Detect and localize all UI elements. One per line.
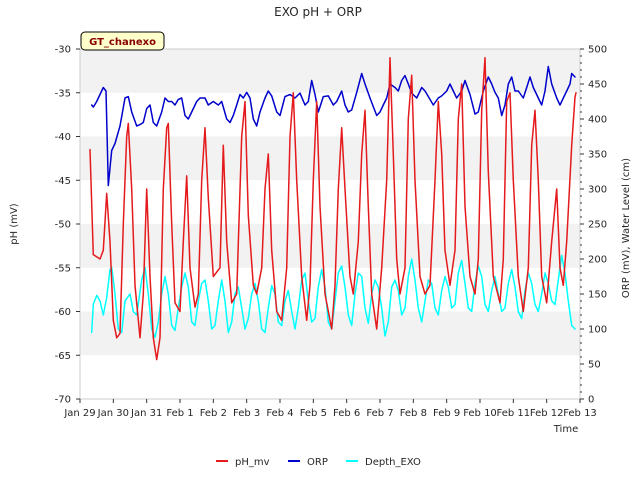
grid-band xyxy=(80,49,580,93)
series-line-orp xyxy=(90,65,576,187)
y-right-tick-label: 200 xyxy=(588,255,607,266)
chart-title: EXO pH + ORP xyxy=(274,5,362,19)
y-left-tick-label: -60 xyxy=(55,307,71,318)
station-badge-label: GT_chanexo xyxy=(89,37,156,48)
x-axis-label: Time xyxy=(553,424,578,435)
y-left-tick-label: -35 xyxy=(55,88,71,99)
y-right-tick-label: 500 xyxy=(588,45,607,56)
y-left-tick-label: -55 xyxy=(55,263,71,274)
y-right-tick-label: 0 xyxy=(588,395,594,406)
x-tick-label: Feb 8 xyxy=(400,408,427,419)
legend: pH_mv ORP Depth_EXO xyxy=(216,457,421,468)
x-tick-label: Jan 30 xyxy=(97,408,129,419)
x-tick-label: Feb 12 xyxy=(530,408,564,419)
y-right-tick-label: 300 xyxy=(588,185,607,196)
y-right-tick-label: 100 xyxy=(588,325,607,336)
y-right-tick-label: 450 xyxy=(588,80,607,91)
grid-band xyxy=(80,136,580,181)
y-left-tick-label: -70 xyxy=(55,395,71,406)
x-tick-label: Jan 29 xyxy=(63,408,95,419)
y-left-tick-label: -45 xyxy=(55,176,71,187)
y-axis-right: 0 50 100 150 200 250 300 350 400 450 500 xyxy=(580,45,607,406)
grid-band xyxy=(80,224,580,268)
y-right-tick-label: 50 xyxy=(588,360,601,371)
x-tick-label: Feb 9 xyxy=(433,408,460,419)
x-tick-label: Feb 13 xyxy=(563,408,597,419)
y-right-tick-label: 250 xyxy=(588,220,607,231)
y-left-tick-label: -30 xyxy=(55,45,71,56)
legend-label: pH_mv xyxy=(235,457,270,468)
y-right-tick-label: 350 xyxy=(588,150,607,161)
y-axis-left-label: pH (mV) xyxy=(9,203,20,245)
x-tick-label: Feb 10 xyxy=(463,408,497,419)
y-left-tick-label: -40 xyxy=(55,132,71,143)
x-tick-label: Feb 6 xyxy=(333,408,360,419)
x-tick-label: Feb 2 xyxy=(200,408,227,419)
series-lines xyxy=(89,57,577,361)
x-tick-label: Feb 7 xyxy=(366,408,393,419)
y-right-tick-label: 400 xyxy=(588,115,607,126)
x-axis: Jan 29 Jan 30 Jan 31 Feb 1 Feb 2 Feb 3 Feb 4 Fe… xyxy=(63,399,597,419)
y-axis-right-label: ORP (mV), Water Level (cm) xyxy=(621,158,632,298)
x-tick-label: Feb 5 xyxy=(300,408,327,419)
y-axis-left: -70 -65 -60 -55 -50 -45 -40 -35 -30 xyxy=(55,45,80,406)
y-left-tick-label: -65 xyxy=(55,351,71,362)
legend-label: ORP xyxy=(307,457,328,468)
y-left-tick-label: -50 xyxy=(55,220,71,231)
station-badge: GT_chanexo xyxy=(80,31,165,51)
series-line-ph-mv xyxy=(89,57,577,361)
x-tick-label: Jan 31 xyxy=(130,408,162,419)
x-tick-label: Feb 4 xyxy=(266,408,293,419)
x-tick-label: Feb 11 xyxy=(497,408,531,419)
station-badge-box xyxy=(80,31,165,51)
y-right-tick-label: 150 xyxy=(588,290,607,301)
legend-label: Depth_EXO xyxy=(365,457,421,468)
x-tick-label: Feb 3 xyxy=(233,408,260,419)
x-tick-label: Feb 1 xyxy=(166,408,193,419)
